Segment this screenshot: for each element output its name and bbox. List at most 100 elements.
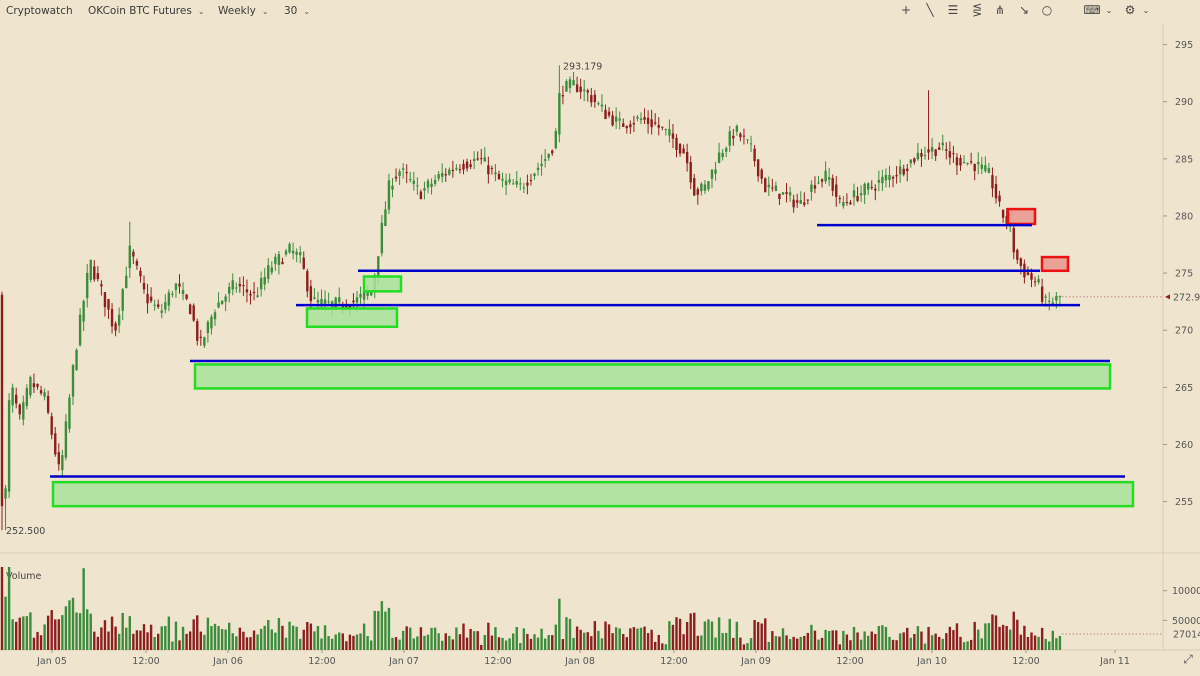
volume-bar [920,631,923,650]
volume-bar [725,632,728,650]
horizontal-lines-icon[interactable]: ☰ [947,3,959,17]
candle-body [64,421,68,458]
volume-bar [412,638,415,650]
volume-bar [696,635,699,650]
volume-bar [909,637,912,650]
interval-label: 30 [284,5,298,17]
volume-bar [664,644,668,650]
candle-body [767,184,770,188]
volume-bar [568,618,572,650]
price-tick-label: 275 [1175,269,1193,280]
volume-bar [231,633,234,650]
volume-bar [540,628,543,650]
crosshair-icon[interactable]: + [900,3,912,17]
fullscreen-icon[interactable]: ⤢ [1183,652,1193,666]
line-tool-icon[interactable]: ╲ [926,3,934,17]
volume-bar [735,621,739,650]
candle-body [295,251,298,255]
time-tick-label: Jan 08 [564,656,595,667]
volume-bar [831,630,834,650]
volume-bar [288,621,291,650]
volume-bar [1055,638,1058,650]
pitchfork-icon[interactable]: ⋔ [994,3,1006,17]
candle-body [419,191,423,200]
candle-body [362,291,366,300]
candle-body [178,283,181,287]
volume-bar [813,630,817,650]
volume-bar [235,636,238,650]
candle-body [114,323,117,331]
candle-body [920,152,923,157]
volume-bar [707,619,710,650]
volume-bar [639,627,643,650]
candle-body [490,168,494,170]
candle-body [252,291,256,293]
candle-body [228,287,231,294]
candle-body [146,293,149,304]
chevron-down-icon[interactable]: ⌄ [1105,6,1113,15]
candle-body [987,168,991,173]
volume-bar [625,637,628,650]
volume-bar [299,638,302,650]
volume-bar [39,635,43,650]
volume-bar [125,627,128,650]
candle-body [760,169,763,179]
fib-tool-icon[interactable]: ⋚ [971,3,983,17]
candle-body [487,165,490,175]
volume-bar [89,613,92,650]
period-selector[interactable]: Weekly ⌄ [218,5,269,17]
candle-body [643,117,646,120]
volume-bar [991,614,994,650]
support-zone [305,307,399,329]
candle-body [639,118,643,121]
candle-body [735,125,739,132]
candle-body [29,377,32,396]
arrow-tool-icon[interactable]: ↘ [1018,3,1030,17]
volume-bar [923,643,927,650]
volume-bar [984,623,987,650]
candle-body [1051,302,1054,304]
candle-body [405,172,408,174]
keyboard-icon[interactable]: ⌨ [1083,3,1101,17]
volume-bar [256,634,259,650]
candle-body [203,337,206,346]
candle-body [11,387,14,406]
gear-icon[interactable]: ⚙ [1124,3,1136,17]
candle-body [462,163,465,170]
candle-body [895,175,898,177]
time-tick-label: 12:00 [132,656,159,667]
volume-bar [100,627,103,650]
candle-body [206,321,210,334]
volume-bar [196,615,199,650]
candle-body [107,299,110,310]
volume-bar [849,640,852,650]
candle-body [153,304,156,306]
market-selector[interactable]: OKCoin BTC Futures ⌄ [88,5,205,17]
current-volume-label: 27014 [1173,629,1200,640]
candle-body [909,159,912,164]
volume-bar [749,638,753,650]
volume-bar [526,633,529,650]
volume-bar [622,633,625,650]
volume-bar [788,639,792,650]
volume-bar [387,607,391,650]
volume-bar [817,639,820,650]
volume-bar [586,632,589,650]
candle-body [906,168,909,172]
candle-body [888,174,891,181]
volume-bar [167,616,171,650]
circle-tool-icon[interactable]: ○ [1041,3,1053,17]
interval-selector[interactable]: 30 ⌄ [284,5,310,17]
time-tick-label: Jan 05 [36,656,67,667]
volume-bar [295,626,298,650]
volume-bar [732,637,735,650]
chevron-down-icon[interactable]: ⌄ [1142,6,1150,15]
candle-body [96,273,100,279]
volume-bar [103,620,107,650]
candle-body [959,158,962,166]
candle-body [685,151,689,164]
volume-bar [355,634,359,650]
volume-bar [1026,636,1030,650]
candle-body [742,135,746,137]
